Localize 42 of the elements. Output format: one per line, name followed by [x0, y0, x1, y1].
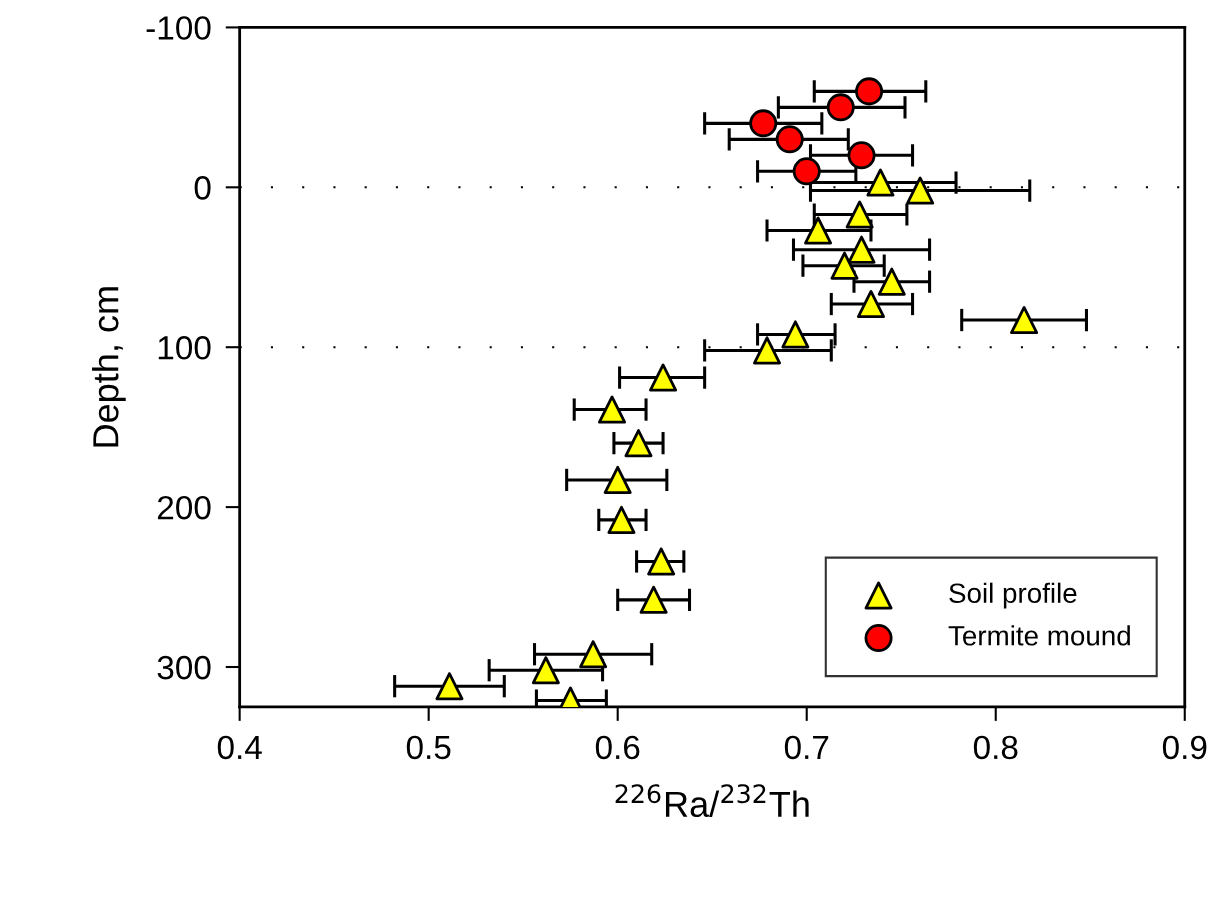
- y-tick-label: 100: [158, 336, 211, 360]
- legend-label: Soil profile: [949, 582, 1077, 609]
- point: [877, 267, 906, 296]
- point: [866, 168, 895, 197]
- point: [1010, 306, 1039, 335]
- y-axis-title: Depth, cm: [92, 287, 126, 447]
- x-tick-label: 0.4: [217, 735, 262, 760]
- point: [906, 176, 935, 205]
- point: [649, 363, 678, 392]
- y-tick-label: 0: [194, 176, 211, 200]
- legend-label: Termite mound: [948, 625, 1130, 646]
- y-tick-label: 300: [157, 655, 211, 680]
- x-tick-label: 0.6: [595, 735, 640, 760]
- point: [830, 251, 859, 280]
- x-tick-label: 0.9: [1162, 735, 1207, 760]
- x-tick-label: 0.7: [784, 735, 829, 760]
- point: [856, 290, 885, 319]
- point: [781, 320, 810, 349]
- y-tick-label: 200: [157, 495, 211, 520]
- point: [647, 547, 676, 576]
- point: [435, 672, 464, 701]
- point: [598, 395, 627, 424]
- point: [847, 235, 876, 264]
- x-axis-title: $^{226}$Ra/$^{232}$Th: [615, 784, 809, 818]
- point: [775, 125, 804, 154]
- point: [639, 585, 668, 614]
- x-tick-label: 0.8: [973, 735, 1018, 760]
- point: [603, 465, 632, 494]
- point: [845, 200, 874, 229]
- point: [855, 77, 884, 106]
- y-tick-label: -100: [146, 16, 211, 40]
- point: [792, 157, 821, 186]
- point: [749, 109, 778, 138]
- x-tick-label: 0.5: [406, 735, 451, 760]
- point: [804, 216, 833, 245]
- point: [624, 429, 653, 458]
- point: [531, 656, 560, 685]
- point: [847, 141, 876, 170]
- point: [579, 640, 608, 669]
- point: [753, 336, 782, 365]
- point: [826, 93, 855, 122]
- point: [607, 505, 636, 534]
